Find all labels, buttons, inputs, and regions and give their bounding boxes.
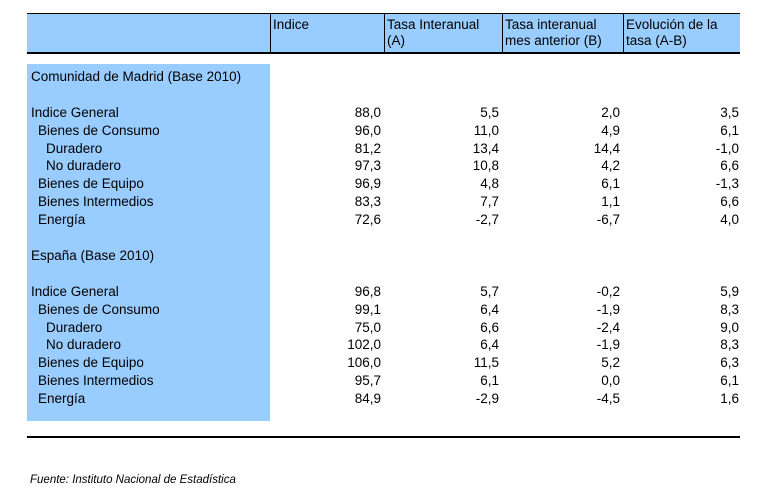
cell-value: 97,3 <box>354 158 381 174</box>
cell-value: 8,3 <box>720 301 739 317</box>
cell-value: 5,9 <box>720 284 739 299</box>
section-title: España (Base 2010) <box>0 247 761 265</box>
cell-value: 6,4 <box>480 337 499 353</box>
table-row: Bienes Intermedios 83,3 7,7 1,1 6,6 <box>0 193 761 211</box>
table-row: Bienes de Consumo 99,1 6,4 -1,9 8,3 <box>0 301 761 319</box>
header-tasa-interanual: Tasa Interanual (A) <box>384 14 502 52</box>
row-label: Duradero <box>46 140 103 156</box>
row-label: Duradero <box>46 319 103 335</box>
row-label: Indice General <box>31 105 119 120</box>
cell-value: 11,5 <box>473 355 499 371</box>
cell-value: 84,9 <box>354 390 381 406</box>
table-header: Indice Tasa Interanual (A) Tasa interanu… <box>27 13 740 54</box>
row-label: Indice General <box>31 284 119 299</box>
cell-value: 99,1 <box>354 301 381 317</box>
bottom-rule <box>27 436 740 438</box>
cell-value: 4,2 <box>601 158 620 174</box>
cell-value: -6,7 <box>596 211 620 227</box>
cell-value: 6,1 <box>480 373 499 388</box>
cell-value: 6,1 <box>720 122 739 138</box>
row-label: No duradero <box>46 337 122 353</box>
table-row: Energía 84,9 -2,9 -4,5 1,6 <box>0 390 761 408</box>
row-label: Bienes de Consumo <box>38 122 160 138</box>
cell-value: 83,3 <box>354 194 381 209</box>
cell-value: 81,2 <box>354 140 381 156</box>
cell-value: 10,8 <box>472 158 499 174</box>
table-row: Bienes de Consumo 96,0 11,0 4,9 6,1 <box>0 122 761 140</box>
cell-value: 75,0 <box>354 319 381 335</box>
row-label: Bienes Intermedios <box>38 194 154 209</box>
table-row: Duradero 81,2 13,4 14,4 -1,0 <box>0 140 761 158</box>
cell-value: 96,9 <box>354 176 381 192</box>
cell-value: 2,0 <box>601 105 620 120</box>
cell-value: -1,3 <box>715 176 739 192</box>
table-row: Duradero 75,0 6,6 -2,4 9,0 <box>0 319 761 337</box>
cell-value: 6,3 <box>720 355 739 371</box>
cell-value: 72,6 <box>354 211 381 227</box>
row-label: Energía <box>38 211 86 227</box>
cell-value: -1,9 <box>596 301 620 317</box>
cell-value: 96,8 <box>354 284 381 299</box>
row-label: Bienes de Equipo <box>38 355 144 371</box>
cell-value: 4,8 <box>480 176 499 192</box>
cell-value: 14,4 <box>593 140 620 156</box>
cell-value: 6,6 <box>720 158 739 174</box>
cell-value: 3,5 <box>720 105 739 120</box>
table-row: No duradero 102,0 6,4 -1,9 8,3 <box>0 336 761 354</box>
cell-value: 88,0 <box>354 105 381 120</box>
section-title-text: España (Base 2010) <box>31 248 155 263</box>
row-label: Bienes de Equipo <box>38 176 144 192</box>
header-indice: Indice <box>270 14 384 52</box>
cell-value: 106,0 <box>347 355 381 371</box>
cell-value: 6,6 <box>480 319 499 335</box>
cell-value: -4,5 <box>596 390 620 406</box>
cell-value: 96,0 <box>354 122 381 138</box>
cell-value: 6,1 <box>601 176 620 192</box>
cell-value: 1,6 <box>720 390 739 406</box>
cell-value: 5,5 <box>480 105 499 120</box>
cell-value: 4,0 <box>720 211 739 227</box>
cell-value: -0,2 <box>596 284 620 299</box>
header-evolucion: Evolución de la tasa (A-B) <box>623 14 740 52</box>
row-label: Energía <box>38 390 86 406</box>
row-label: Bienes Intermedios <box>38 373 154 388</box>
row-label: No duradero <box>46 158 122 174</box>
cell-value: 5,7 <box>480 284 499 299</box>
cell-value: -1,0 <box>715 140 739 156</box>
source-note: Fuente: Instituto Nacional de Estadístic… <box>30 474 236 486</box>
cell-value: 102,0 <box>347 337 381 353</box>
cell-value: 1,1 <box>601 194 620 209</box>
cell-value: 11,0 <box>473 122 499 138</box>
cell-value: 95,7 <box>354 373 381 388</box>
cell-value: 4,9 <box>601 122 620 138</box>
table-row: No duradero 97,3 10,8 4,2 6,6 <box>0 157 761 175</box>
header-tasa-mes-anterior: Tasa interanual mes anterior (B) <box>502 14 623 52</box>
cell-value: 6,6 <box>720 194 739 209</box>
table-row: Energía 72,6 -2,7 -6,7 4,0 <box>0 211 761 229</box>
label-column-background <box>27 64 270 421</box>
cell-value: -1,9 <box>596 337 620 353</box>
row-label: Bienes de Consumo <box>38 301 160 317</box>
cell-value: 8,3 <box>720 337 739 353</box>
cell-value: 13,4 <box>472 140 499 156</box>
cell-value: 7,7 <box>480 194 499 209</box>
table-row: Bienes de Equipo 96,9 4,8 6,1 -1,3 <box>0 175 761 193</box>
cell-value: 0,0 <box>601 373 620 388</box>
cell-value: -2,4 <box>596 319 620 335</box>
cell-value: -2,7 <box>475 211 499 227</box>
table-row: Bienes Intermedios 95,7 6,1 0,0 6,1 <box>0 372 761 390</box>
table-row: Bienes de Equipo 106,0 11,5 5,2 6,3 <box>0 354 761 372</box>
cell-value: 6,4 <box>480 301 499 317</box>
table-row: Indice General 88,0 5,5 2,0 3,5 <box>0 104 761 122</box>
cell-value: -2,9 <box>475 390 499 406</box>
cell-value: 5,2 <box>601 355 620 371</box>
section-title-text: Comunidad de Madrid (Base 2010) <box>31 69 242 84</box>
cell-value: 9,0 <box>720 319 739 335</box>
cell-value: 6,1 <box>720 373 739 388</box>
table-row: Indice General 96,8 5,7 -0,2 5,9 <box>0 283 761 301</box>
section-title: Comunidad de Madrid (Base 2010) <box>0 68 761 86</box>
